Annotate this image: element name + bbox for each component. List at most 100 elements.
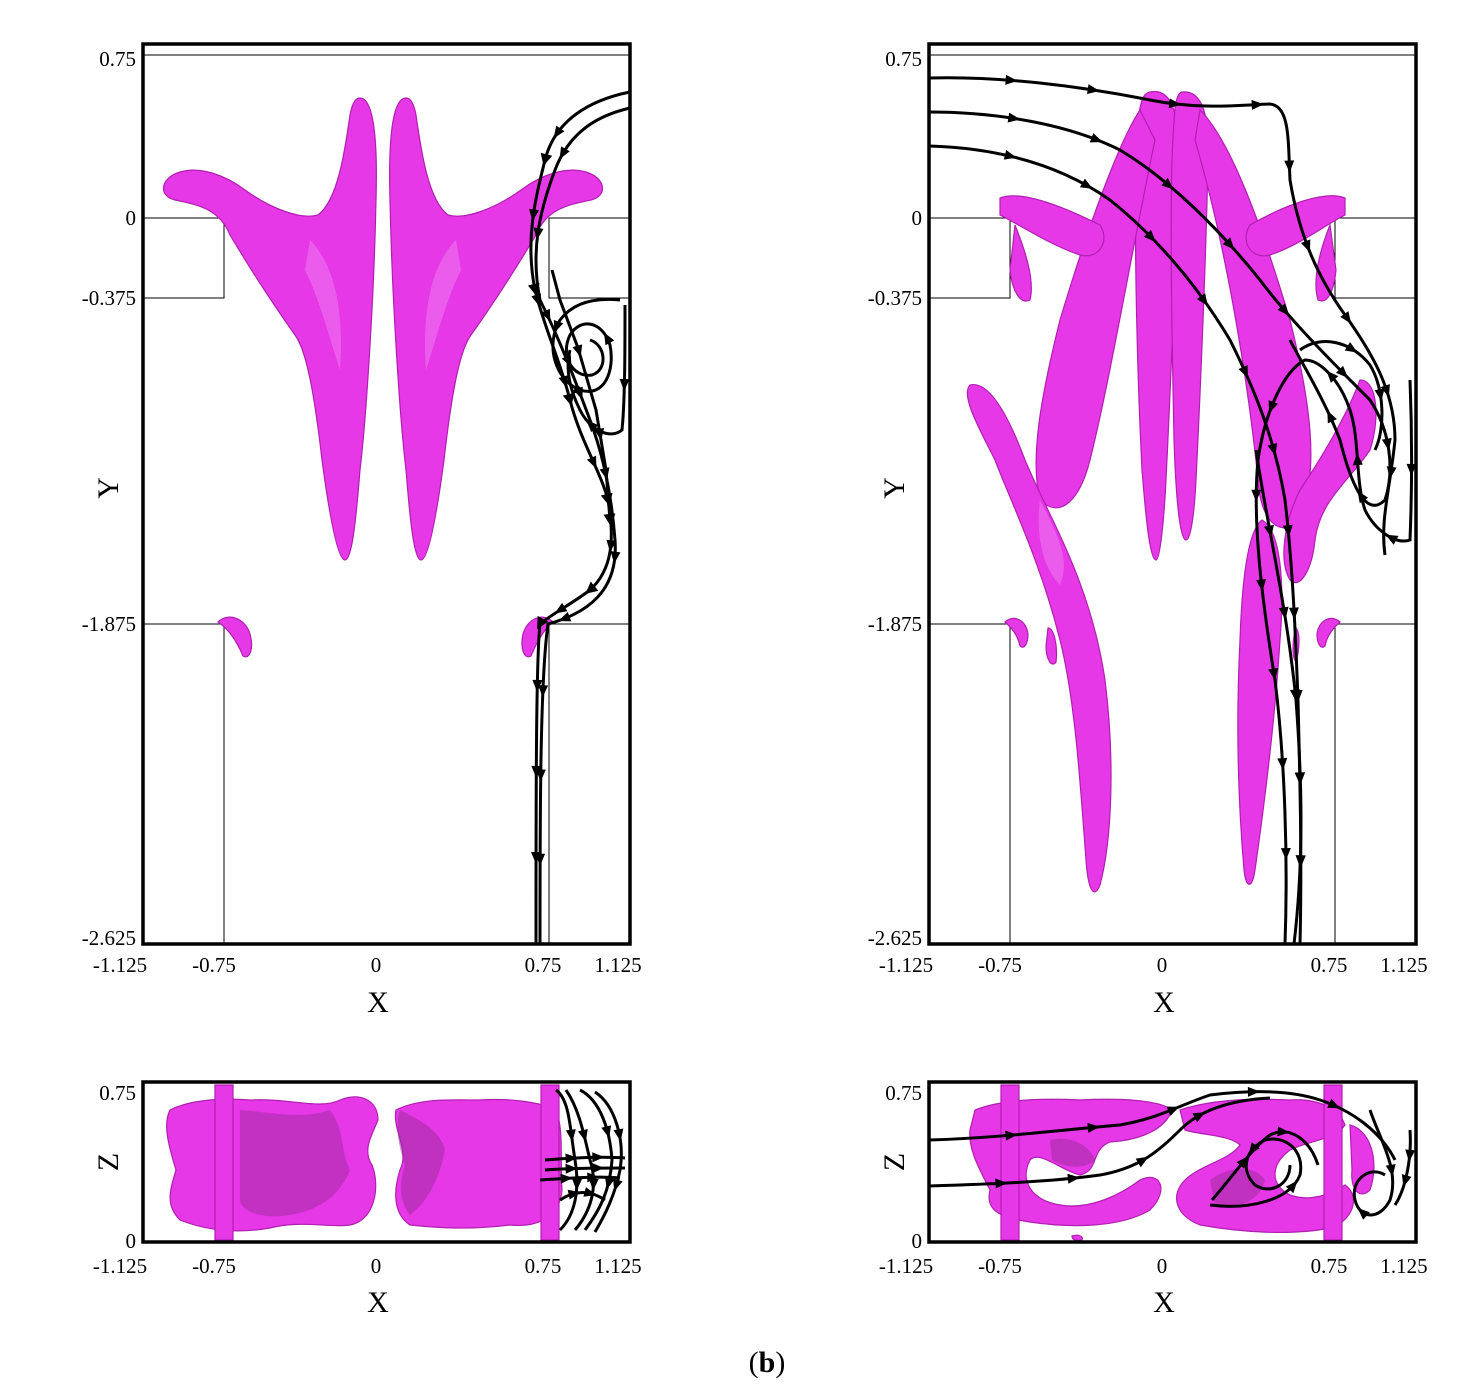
- streamline-arrow: [565, 1129, 576, 1142]
- panel-bottom-left: 0.75 0 -1.125 -0.75 0 0.75 1.125 X Z: [92, 1080, 642, 1319]
- panel-top-left: 0.75 0 -0.375 -1.875 -2.625 -1.125 -0.75…: [82, 42, 642, 1019]
- streamline-arrow: [619, 378, 630, 392]
- streamline-arrow: [1385, 1164, 1396, 1177]
- streamline-arrow: [572, 344, 583, 358]
- z-axis-label: Z: [92, 1153, 125, 1171]
- caption-open-paren: (: [749, 1346, 759, 1379]
- streamline-arrow: [1277, 1126, 1290, 1137]
- streamline-arrow: [1196, 293, 1208, 306]
- streamline-arrow: [1268, 400, 1279, 414]
- streamline-arrow: [540, 308, 551, 322]
- streamline-arrow: [586, 455, 597, 469]
- streamline-arrow: [561, 354, 572, 368]
- x-tick-labels: -1.125 -0.75 0 0.75 1.125: [93, 953, 642, 977]
- streamline-arrow: [583, 1187, 597, 1197]
- streamline-arrow: [1401, 1174, 1412, 1188]
- streamline-arrow: [605, 1176, 615, 1190]
- streamline-arrow: [535, 769, 546, 782]
- streamline-arrow: [603, 332, 615, 346]
- y-tick: -2.625: [82, 926, 136, 950]
- streamline-arrow: [1251, 99, 1264, 110]
- x-axis-label: X: [1153, 986, 1175, 1019]
- y-tick: -1.875: [82, 612, 136, 636]
- z-axis-label: Z: [878, 1153, 911, 1171]
- caption-close-paren: ): [775, 1346, 785, 1379]
- streamline-arrow: [1238, 365, 1248, 379]
- vortex-isosurfaces: [969, 1084, 1375, 1241]
- x-tick: -1.125: [879, 1254, 933, 1278]
- plot-frame: [141, 1080, 632, 1244]
- x-axis-label: X: [1153, 1286, 1175, 1319]
- streamline-arrow: [1067, 1173, 1080, 1184]
- streamline-arrow: [1087, 1122, 1100, 1133]
- x-tick: 0: [1157, 953, 1168, 977]
- x-tick: 0.75: [1311, 1254, 1348, 1278]
- streamline-arrow: [1295, 855, 1306, 868]
- y-tick: -1.875: [868, 612, 922, 636]
- y-tick: -2.625: [868, 926, 922, 950]
- x-tick: 1.125: [1380, 1254, 1427, 1278]
- streamline-arrow: [1295, 772, 1306, 785]
- streamline-arrow: [1256, 578, 1267, 592]
- streamline-arrow: [538, 685, 549, 698]
- streamline-arrow: [531, 293, 542, 307]
- streamline-arrow: [578, 1128, 588, 1142]
- x-tick: -0.75: [978, 953, 1022, 977]
- x-tick: -1.125: [93, 1254, 147, 1278]
- streamline-arrow: [573, 383, 587, 394]
- y-tick: 0: [126, 206, 137, 230]
- y-tick-labels: 0.75 0 -0.375 -1.875 -2.625: [868, 47, 922, 950]
- streamline-arrow: [1288, 607, 1299, 620]
- streamline-arrow: [565, 1163, 578, 1174]
- panel-bottom-right: 0.75 0 -1.125 -0.75 0 0.75 1.125 X Z: [878, 1080, 1428, 1319]
- y-tick: 0.75: [99, 47, 136, 71]
- streamline-arrow: [610, 551, 621, 564]
- streamlines: [928, 74, 1417, 945]
- streamline-arrow: [535, 853, 546, 866]
- caption-label: b: [759, 1346, 776, 1379]
- streamline-arrow: [1406, 463, 1417, 476]
- streamline-arrow: [1335, 365, 1348, 378]
- streamline-arrow: [1135, 1156, 1149, 1168]
- streamline-arrow: [567, 1189, 581, 1200]
- x-tick: 1.125: [1380, 953, 1427, 977]
- streamline-arrow: [1248, 1142, 1260, 1155]
- panel-top-right: 0.75 0 -0.375 -1.875 -2.625 -1.125 -0.75…: [868, 42, 1428, 1019]
- y-tick: 0.75: [885, 47, 922, 71]
- x-tick: 0: [371, 1254, 382, 1278]
- streamline-arrow: [606, 539, 617, 553]
- streamline-arrow: [1192, 1112, 1206, 1123]
- vortex-isosurfaces: [166, 1084, 563, 1241]
- x-tick: 0.75: [525, 953, 562, 977]
- streamline-arrow: [588, 1178, 599, 1191]
- z-tick: 0: [126, 1229, 137, 1253]
- streamline-arrow: [1340, 311, 1352, 324]
- streamline-arrow: [599, 467, 610, 481]
- x-tick: -0.75: [192, 953, 236, 977]
- x-tick-labels: -1.125 -0.75 0 0.75 1.125: [879, 953, 1428, 977]
- streamline-arrow: [1161, 177, 1174, 190]
- streamline-arrow: [1405, 1149, 1416, 1162]
- x-tick: -0.75: [192, 1254, 236, 1278]
- z-tick: 0: [912, 1229, 923, 1253]
- z-tick-labels: 0.75 0: [885, 1081, 922, 1253]
- x-tick: -1.125: [879, 953, 933, 977]
- y-tick: -0.375: [82, 286, 136, 310]
- figure-caption: (b): [749, 1346, 786, 1379]
- streamline-arrow: [1385, 534, 1399, 545]
- streamline-arrow: [558, 375, 569, 389]
- streamline-arrow: [559, 146, 570, 160]
- streamline-arrow: [1236, 1156, 1249, 1169]
- streamline-arrow: [532, 679, 543, 692]
- x-tick: -1.125: [93, 953, 147, 977]
- streamline-arrow: [1380, 384, 1390, 398]
- streamline-arrow: [553, 319, 564, 333]
- streamline-arrow: [529, 208, 540, 222]
- y-axis-label: Y: [92, 477, 125, 499]
- y-tick-labels: 0.75 0 -0.375 -1.875 -2.625: [82, 47, 136, 950]
- streamline-arrow: [1264, 524, 1274, 538]
- streamline-arrow: [995, 1178, 1008, 1189]
- streamline-arrow: [1381, 437, 1392, 451]
- x-tick-labels: -1.125 -0.75 0 0.75 1.125: [93, 1254, 642, 1278]
